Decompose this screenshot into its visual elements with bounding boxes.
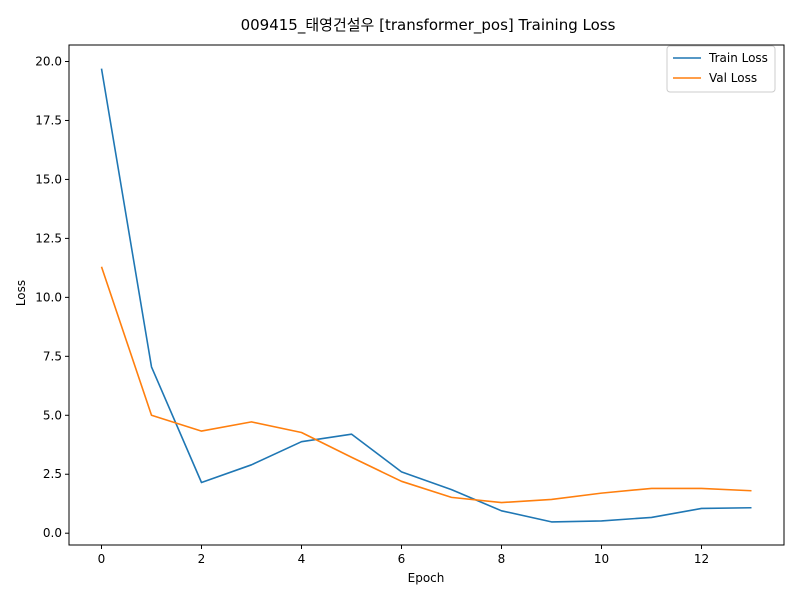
x-tick-label: 6 [398,552,406,566]
y-tick-label: 17.5 [35,113,62,127]
y-tick-label: 20.0 [35,55,62,69]
x-axis-ticks: 0 2 4 6 8 10 12 [98,545,709,566]
chart-title: 009415_태영건설우 [transformer_pos] Training … [241,16,616,35]
y-tick-label: 10.0 [35,290,62,304]
y-axis-label: Loss [14,280,28,306]
legend-label: Train Loss [708,51,768,65]
y-axis-ticks: 0.0 2.5 5.0 7.5 10.0 12.5 15.0 17.5 20.0 [35,55,69,540]
x-tick-label: 4 [298,552,306,566]
x-axis-label: Epoch [408,571,445,585]
x-tick-label: 2 [198,552,206,566]
y-tick-label: 2.5 [43,467,62,481]
y-tick-label: 15.0 [35,172,62,186]
plot-frame [68,44,785,546]
legend-label: Val Loss [709,71,757,85]
y-tick-label: 7.5 [43,349,62,363]
y-tick-label: 12.5 [35,231,62,245]
series-line-train-loss [100,68,752,523]
series-line-val-loss [100,266,752,504]
legend: Train Loss Val Loss [666,45,776,93]
y-tick-label: 5.0 [43,408,62,422]
x-tick-label: 10 [594,552,609,566]
x-tick-label: 8 [498,552,506,566]
x-tick-label: 12 [694,552,709,566]
y-tick-label: 0.0 [43,526,62,540]
series-lines [100,68,752,523]
x-tick-label: 0 [98,552,106,566]
